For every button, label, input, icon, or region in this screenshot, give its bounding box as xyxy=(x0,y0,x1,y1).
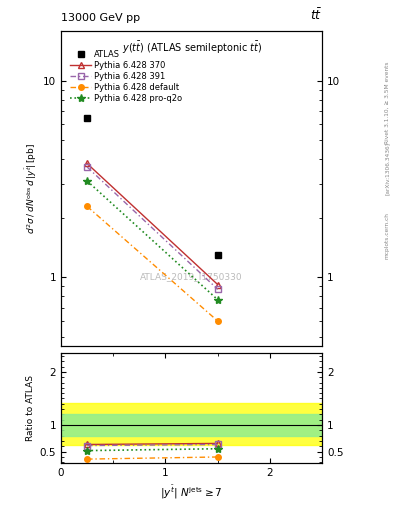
Text: $t\bar{t}$: $t\bar{t}$ xyxy=(310,8,322,23)
Text: Rivet 3.1.10, ≥ 3.5M events: Rivet 3.1.10, ≥ 3.5M events xyxy=(385,61,389,144)
Legend: ATLAS, Pythia 6.428 370, Pythia 6.428 391, Pythia 6.428 default, Pythia 6.428 pr: ATLAS, Pythia 6.428 370, Pythia 6.428 39… xyxy=(68,48,185,106)
X-axis label: $|y^{\bar{t}}|$ $N^{\rm jets}\geq 7$: $|y^{\bar{t}}|$ $N^{\rm jets}\geq 7$ xyxy=(160,484,223,501)
Text: 13000 GeV pp: 13000 GeV pp xyxy=(61,13,140,23)
Text: ATLAS_2019_I1750330: ATLAS_2019_I1750330 xyxy=(140,272,243,281)
Text: [arXiv:1306.3436]: [arXiv:1306.3436] xyxy=(385,142,389,196)
Text: $y(t\bar{t})$ (ATLAS semileptonic $t\bar{t}$): $y(t\bar{t})$ (ATLAS semileptonic $t\bar… xyxy=(121,40,262,56)
Y-axis label: $d^2\sigma\,/\,dN^{\rm obs}\,d\,|y^{\bar{t}}|\,[\rm pb]$: $d^2\sigma\,/\,dN^{\rm obs}\,d\,|y^{\bar… xyxy=(23,143,39,233)
Bar xyxy=(61,414,322,436)
Bar xyxy=(61,403,322,445)
Y-axis label: Ratio to ATLAS: Ratio to ATLAS xyxy=(26,375,35,441)
Text: mcplots.cern.ch: mcplots.cern.ch xyxy=(385,212,389,259)
